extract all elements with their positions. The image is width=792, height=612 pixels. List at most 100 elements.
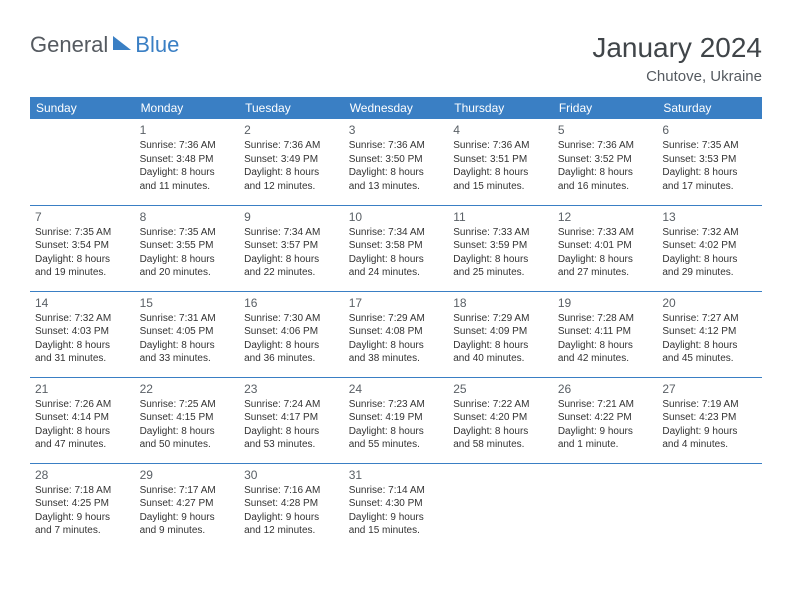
cell-line: Daylight: 8 hours bbox=[453, 166, 548, 180]
calendar-cell: 2Sunrise: 7:36 AMSunset: 3:49 PMDaylight… bbox=[239, 119, 344, 205]
cell-line: Sunrise: 7:31 AM bbox=[140, 312, 235, 326]
calendar-cell: 25Sunrise: 7:22 AMSunset: 4:20 PMDayligh… bbox=[448, 377, 553, 463]
cell-line: and 33 minutes. bbox=[140, 352, 235, 366]
cell-line: Sunset: 3:58 PM bbox=[349, 239, 444, 253]
cell-line: Sunset: 4:09 PM bbox=[453, 325, 548, 339]
cell-line: Sunset: 4:03 PM bbox=[35, 325, 130, 339]
cell-line: and 45 minutes. bbox=[662, 352, 757, 366]
cell-line: Daylight: 8 hours bbox=[140, 253, 235, 267]
calendar-cell: 5Sunrise: 7:36 AMSunset: 3:52 PMDaylight… bbox=[553, 119, 658, 205]
cell-line: Sunset: 4:19 PM bbox=[349, 411, 444, 425]
day-number: 13 bbox=[662, 209, 757, 225]
day-number: 9 bbox=[244, 209, 339, 225]
cell-line: and 53 minutes. bbox=[244, 438, 339, 452]
day-number: 28 bbox=[35, 467, 130, 483]
day-number: 18 bbox=[453, 295, 548, 311]
cell-line: Sunrise: 7:28 AM bbox=[558, 312, 653, 326]
day-header: Sunday bbox=[30, 97, 135, 119]
cell-line: Daylight: 8 hours bbox=[349, 425, 444, 439]
cell-line: Sunset: 3:52 PM bbox=[558, 153, 653, 167]
cell-line: Daylight: 8 hours bbox=[349, 339, 444, 353]
cell-line: Daylight: 9 hours bbox=[35, 511, 130, 525]
calendar-cell: 18Sunrise: 7:29 AMSunset: 4:09 PMDayligh… bbox=[448, 291, 553, 377]
day-number: 10 bbox=[349, 209, 444, 225]
day-number: 2 bbox=[244, 122, 339, 138]
calendar-row: 7Sunrise: 7:35 AMSunset: 3:54 PM Daylight… bbox=[30, 205, 762, 291]
calendar-cell: 1Sunrise: 7:36 AMSunset: 3:48 PMDaylight… bbox=[135, 119, 240, 205]
calendar-cell: 28Sunrise: 7:18 AMSunset: 4:25 PMDayligh… bbox=[30, 463, 135, 549]
cell-line: and 24 minutes. bbox=[349, 266, 444, 280]
cell-line: and 15 minutes. bbox=[349, 524, 444, 538]
day-number: 11 bbox=[453, 209, 548, 225]
cell-line: and 13 minutes. bbox=[349, 180, 444, 194]
cell-line: Sunset: 4:08 PM bbox=[349, 325, 444, 339]
day-number: 8 bbox=[140, 209, 235, 225]
cell-line: Daylight: 8 hours bbox=[662, 253, 757, 267]
cell-line: and 27 minutes. bbox=[558, 266, 653, 280]
cell-line: Sunrise: 7:27 AM bbox=[662, 312, 757, 326]
cell-line: and 58 minutes. bbox=[453, 438, 548, 452]
calendar-body: 1Sunrise: 7:36 AMSunset: 3:48 PMDaylight… bbox=[30, 119, 762, 549]
day-header: Saturday bbox=[657, 97, 762, 119]
cell-line: Daylight: 8 hours bbox=[35, 425, 130, 439]
cell-line: Sunset: 4:20 PM bbox=[453, 411, 548, 425]
calendar-cell: 21Sunrise: 7:26 AMSunset: 4:14 PMDayligh… bbox=[30, 377, 135, 463]
cell-line: Daylight: 8 hours bbox=[244, 425, 339, 439]
cell-line: Daylight: 8 hours bbox=[140, 425, 235, 439]
cell-line: Sunrise: 7:33 AM bbox=[453, 226, 548, 240]
cell-line: Daylight: 8 hours bbox=[140, 166, 235, 180]
cell-line: and 16 minutes. bbox=[558, 180, 653, 194]
cell-line: and 4 minutes. bbox=[662, 438, 757, 452]
day-number: 7 bbox=[35, 209, 130, 225]
calendar-cell bbox=[553, 463, 658, 549]
cell-line: Daylight: 8 hours bbox=[453, 253, 548, 267]
cell-line: Daylight: 9 hours bbox=[244, 511, 339, 525]
day-header: Monday bbox=[135, 97, 240, 119]
day-number: 24 bbox=[349, 381, 444, 397]
cell-line: and 29 minutes. bbox=[662, 266, 757, 280]
cell-line: Sunrise: 7:36 AM bbox=[140, 139, 235, 153]
cell-line: Sunset: 4:30 PM bbox=[349, 497, 444, 511]
cell-line: and 25 minutes. bbox=[453, 266, 548, 280]
calendar-cell: 17Sunrise: 7:29 AMSunset: 4:08 PMDayligh… bbox=[344, 291, 449, 377]
location-label: Chutove, Ukraine bbox=[592, 68, 762, 85]
logo-text-blue: Blue bbox=[135, 32, 179, 58]
cell-line: Daylight: 8 hours bbox=[558, 339, 653, 353]
cell-line: Sunrise: 7:32 AM bbox=[35, 312, 130, 326]
day-number: 6 bbox=[662, 122, 757, 138]
cell-line: Daylight: 8 hours bbox=[140, 339, 235, 353]
cell-line: Sunset: 3:49 PM bbox=[244, 153, 339, 167]
cell-line: Sunset: 3:50 PM bbox=[349, 153, 444, 167]
calendar-cell: 13Sunrise: 7:32 AMSunset: 4:02 PMDayligh… bbox=[657, 205, 762, 291]
cell-line: and 7 minutes. bbox=[35, 524, 130, 538]
cell-line: Daylight: 8 hours bbox=[453, 339, 548, 353]
cell-line: Sunset: 3:54 PM bbox=[35, 239, 130, 253]
cell-line: Sunrise: 7:26 AM bbox=[35, 398, 130, 412]
day-number: 27 bbox=[662, 381, 757, 397]
cell-line: Daylight: 8 hours bbox=[349, 253, 444, 267]
calendar-row: 1Sunrise: 7:36 AMSunset: 3:48 PMDaylight… bbox=[30, 119, 762, 205]
cell-line: Daylight: 9 hours bbox=[349, 511, 444, 525]
cell-line: Daylight: 8 hours bbox=[35, 339, 130, 353]
day-number: 14 bbox=[35, 295, 130, 311]
day-number: 15 bbox=[140, 295, 235, 311]
calendar-cell bbox=[657, 463, 762, 549]
cell-line: Sunrise: 7:21 AM bbox=[558, 398, 653, 412]
cell-line: Sunrise: 7:35 AM bbox=[35, 226, 130, 240]
day-number: 17 bbox=[349, 295, 444, 311]
day-number: 23 bbox=[244, 381, 339, 397]
logo: General Blue bbox=[30, 32, 179, 58]
cell-line: Sunrise: 7:36 AM bbox=[453, 139, 548, 153]
cell-line: Sunset: 4:25 PM bbox=[35, 497, 130, 511]
calendar-cell: 6Sunrise: 7:35 AMSunset: 3:53 PMDaylight… bbox=[657, 119, 762, 205]
cell-line: Sunrise: 7:29 AM bbox=[453, 312, 548, 326]
day-number: 29 bbox=[140, 467, 235, 483]
cell-line: Sunset: 3:55 PM bbox=[140, 239, 235, 253]
logo-text-general: General bbox=[30, 32, 108, 58]
cell-line: Sunrise: 7:16 AM bbox=[244, 484, 339, 498]
cell-line: Sunrise: 7:29 AM bbox=[349, 312, 444, 326]
cell-line: Daylight: 9 hours bbox=[662, 425, 757, 439]
cell-line: and 38 minutes. bbox=[349, 352, 444, 366]
day-number: 25 bbox=[453, 381, 548, 397]
calendar-cell: 11Sunrise: 7:33 AMSunset: 3:59 PMDayligh… bbox=[448, 205, 553, 291]
